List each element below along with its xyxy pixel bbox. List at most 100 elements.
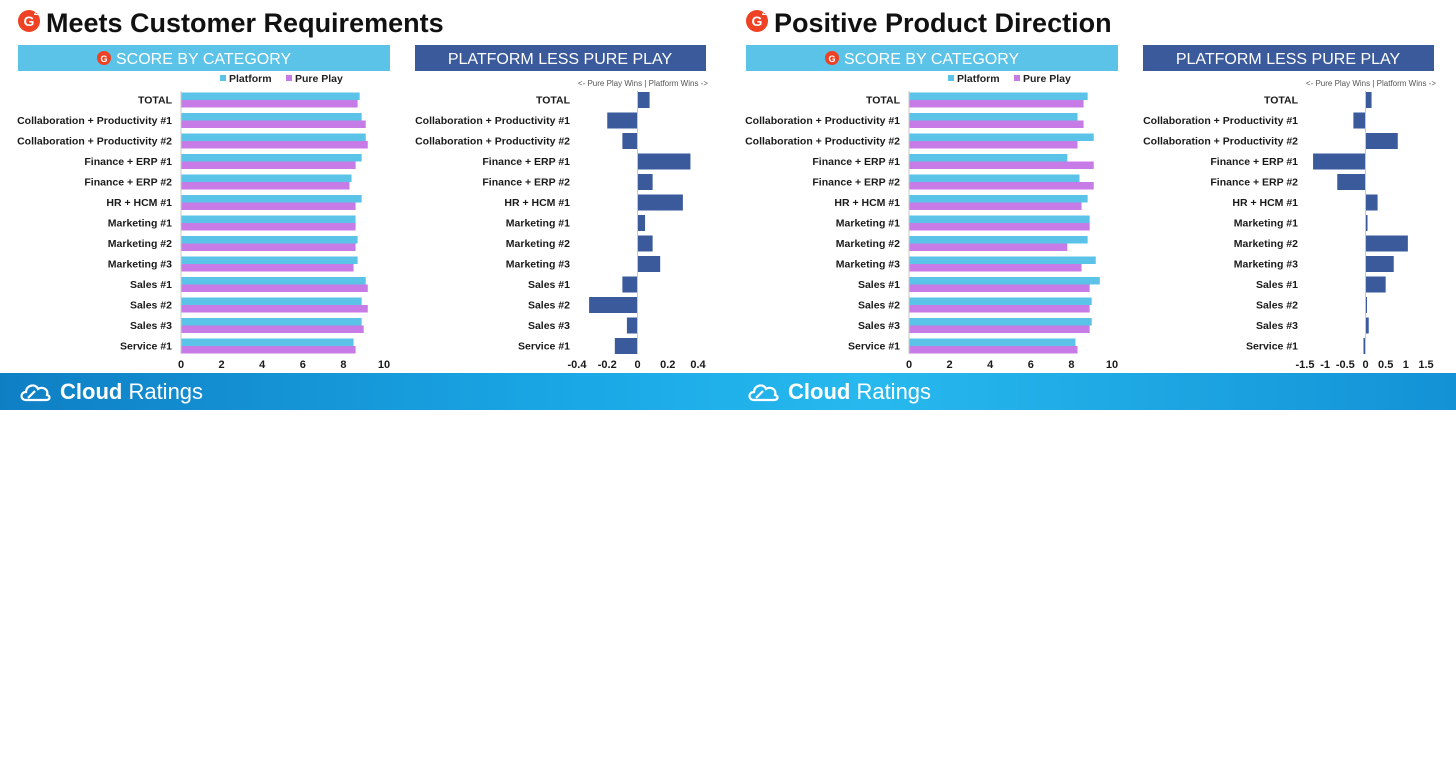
panel-title: Meets Customer Requirements [46,8,444,38]
diff-bar [1365,297,1367,313]
score-category-label: Finance + ERP #1 [812,156,900,168]
score-tick-label: 10 [378,359,390,371]
diff-category-label: Sales #3 [1256,320,1298,332]
pure-play-bar [909,284,1090,292]
platform-bar [909,338,1076,346]
pure-play-bar [909,202,1082,210]
platform-bar [181,113,362,121]
legend-swatch-pure-play [1014,75,1020,81]
diff-category-label: HR + HCM #1 [1232,197,1298,209]
pure-play-bar [909,346,1078,354]
pure-play-bar [909,182,1094,190]
platform-bar [181,236,358,244]
diff-header-bar [1143,45,1434,71]
diff-header-title: PLATFORM LESS PURE PLAY [448,51,673,68]
score-header-bar [746,45,1118,71]
diff-tick-label: 0 [634,359,640,371]
diff-category-label: Marketing #3 [506,259,570,271]
pure-play-bar [181,141,368,149]
diff-tick-label: -1.5 [1296,359,1315,371]
pure-play-bar [909,305,1090,313]
pure-play-bar [181,120,366,128]
score-category-label: Marketing #1 [108,218,172,230]
score-tick-label: 8 [1068,359,1074,371]
diff-bar [1365,317,1369,334]
diff-category-label: Sales #2 [528,300,570,312]
pure-play-bar [909,100,1084,108]
score-category-label: Sales #1 [858,279,900,291]
platform-bar [909,277,1100,285]
diff-tick-label: 0.4 [690,359,706,371]
score-tick-label: 6 [1028,359,1034,371]
score-category-label: Sales #2 [858,300,900,312]
platform-bar [181,256,358,264]
brand-name: Cloud Ratings [60,378,204,404]
diff-bar [1337,174,1366,190]
diff-category-label: Marketing #2 [1234,238,1298,250]
panel-positive-product-direction: G 2 Positive Product Direction G SCORE BY CA… [728,0,1456,410]
platform-bar [181,318,362,326]
pure-play-bar [909,141,1078,149]
diff-category-label: HR + HCM #1 [504,197,570,209]
diff-category-label: Sales #2 [1256,300,1298,312]
diff-note: <- Pure Play Wins | Platform Wins -> [1306,79,1436,88]
diff-category-label: Collaboration + Productivity #1 [415,115,570,127]
diff-bar [1363,338,1366,354]
diff-tick-label: -0.5 [1336,359,1355,371]
diff-category-label: Marketing #1 [1234,218,1298,230]
score-category-label: Finance + ERP #1 [84,156,172,168]
diff-category-label: Sales #1 [1256,279,1298,291]
diff-note: <- Pure Play Wins | Platform Wins -> [578,79,708,88]
diff-category-label: TOTAL [536,95,571,107]
platform-bar [181,92,360,100]
diff-bar [637,194,683,211]
platform-bar [909,154,1068,162]
score-category-label: Marketing #3 [108,259,172,271]
platform-bar [909,256,1096,264]
diff-tick-label: -0.4 [568,359,588,371]
pure-play-bar [909,120,1084,128]
diff-category-label: Finance + ERP #1 [482,156,570,168]
platform-bar [909,297,1092,305]
platform-bar [909,195,1088,203]
pure-play-bar [181,325,364,333]
diff-bar [1365,235,1408,252]
diff-bar [1365,215,1368,231]
pure-play-bar [181,346,356,354]
score-category-label: Marketing #2 [108,238,172,250]
diff-bar [1365,256,1394,272]
score-category-label: Finance + ERP #2 [812,177,900,189]
score-category-label: Service #1 [848,341,900,353]
diff-bar [626,317,638,334]
diff-bar [637,153,691,170]
score-category-label: Collaboration + Productivity #1 [17,115,172,127]
score-category-label: Collaboration + Productivity #1 [745,115,900,127]
platform-bar [181,174,352,182]
platform-bar [909,113,1078,121]
diff-bar [637,92,650,108]
legend-label-platform: Platform [957,73,1000,85]
score-tick-label: 4 [987,359,994,371]
diff-bar [637,174,653,190]
pure-play-bar [181,264,354,272]
score-category-label: Collaboration + Productivity #2 [17,136,172,148]
panel-title: Positive Product Direction [774,8,1112,38]
diff-tick-label: 0.2 [660,359,675,371]
score-category-label: Marketing #3 [836,259,900,271]
legend-swatch-pure-play [286,75,292,81]
g2-logo-glyph: G [100,54,107,64]
diff-tick-label: 0 [1362,359,1368,371]
footer-divider [726,746,730,783]
diff-category-label: Finance + ERP #2 [482,177,570,189]
g2-logo-sup: 2 [34,8,39,17]
pure-play-bar [909,325,1090,333]
diff-category-label: Finance + ERP #2 [1210,177,1298,189]
platform-bar [909,133,1094,141]
platform-bar [181,297,362,305]
score-category-label: Finance + ERP #2 [84,177,172,189]
diff-category-label: Service #1 [518,341,570,353]
diff-bar [1365,92,1372,108]
pure-play-bar [909,161,1094,169]
